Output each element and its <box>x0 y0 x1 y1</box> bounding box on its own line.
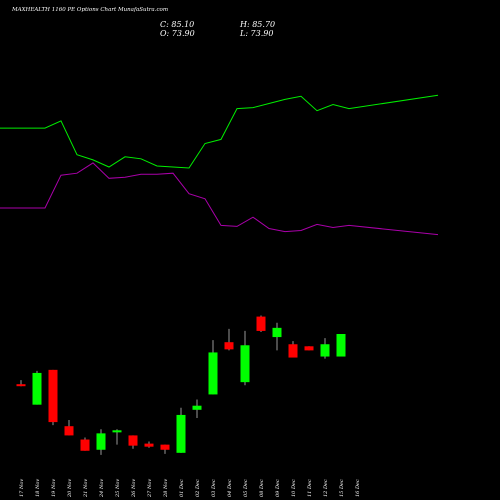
upper-band-line <box>0 94 439 169</box>
chart-title: MAXHEALTH 1160 PE Options Chart MunafaSu… <box>12 7 169 13</box>
candle-body <box>192 405 202 410</box>
candle-body <box>336 334 346 357</box>
x-tick-label: 19 Nov <box>51 479 57 497</box>
x-tick-label: 09 Dec <box>275 479 281 497</box>
x-tick-label: 12 Dec <box>323 479 329 497</box>
x-tick-label: 15 Dec <box>339 479 345 497</box>
candles <box>16 315 346 455</box>
x-tick-label: 04 Dec <box>227 479 233 497</box>
x-tick-label: 03 Dec <box>211 479 217 497</box>
candle-body <box>144 443 154 447</box>
candle-body <box>32 372 42 405</box>
ohlc-h-value: H: 85.70 <box>240 20 276 29</box>
x-tick-label: 25 Nov <box>115 479 121 498</box>
candle-body <box>240 345 250 383</box>
candle-body <box>256 316 266 331</box>
candle-body <box>272 327 282 338</box>
x-tick-label: 11 Dec <box>307 479 313 497</box>
x-tick-label: 08 Dec <box>259 479 265 497</box>
candle-body <box>208 352 218 395</box>
candle-body <box>320 344 330 357</box>
x-tick-label: 05 Dec <box>243 479 249 497</box>
candle-body <box>288 344 298 358</box>
candle-body <box>128 435 138 446</box>
x-tick-label: 18 Nov <box>35 479 41 497</box>
candle-body <box>16 384 26 387</box>
x-tick-label: 27 Nov <box>147 479 153 498</box>
candle-body <box>112 430 122 433</box>
candle-body <box>96 433 106 450</box>
lower-band-line <box>0 162 439 236</box>
x-axis-ticks: 17 Nov 18 Nov 19 Nov 20 Nov 21 Nov 24 Nov 25 N… <box>19 479 361 498</box>
x-tick-label: 28 Nov <box>163 479 169 498</box>
candle-body <box>304 346 314 351</box>
x-tick-label: 10 Dec <box>291 479 297 497</box>
candle-body <box>224 342 234 350</box>
x-tick-label: 20 Nov <box>67 479 73 498</box>
candle-body <box>160 444 170 450</box>
ohlc-o-value: O: 73.90 <box>160 29 195 38</box>
x-tick-label: 26 Nov <box>131 479 137 498</box>
x-tick-label: 24 Nov <box>99 479 105 498</box>
x-tick-label: 02 Dec <box>195 479 201 497</box>
candle-body <box>80 439 90 451</box>
ohlc-c-value: C: 85.10 <box>160 20 195 29</box>
candle-body <box>176 414 186 453</box>
x-tick-label: 21 Nov <box>83 479 89 498</box>
x-tick-label: 17 Nov <box>19 479 25 497</box>
candle-body <box>64 426 74 436</box>
x-tick-label: 01 Dec <box>179 479 185 497</box>
x-tick-label: 16 Dec <box>355 479 361 497</box>
candle-body <box>48 369 58 423</box>
ohlc-l-value: L: 73.90 <box>240 29 274 38</box>
indicator-lines <box>0 94 439 236</box>
